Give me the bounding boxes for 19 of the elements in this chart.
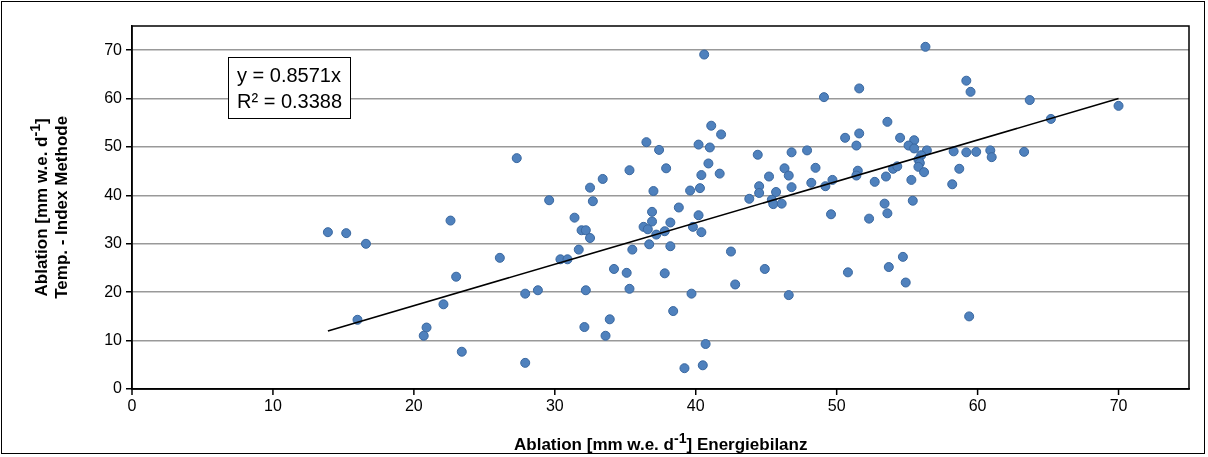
x-tick-label: 70 (1109, 397, 1128, 415)
annotation: y = 0.8571x (237, 64, 341, 86)
x-tick-label: 20 (404, 397, 423, 415)
y-tick-label: 10 (104, 331, 123, 349)
y-tick-label: 20 (104, 282, 123, 300)
x-tick-label: 60 (968, 397, 987, 415)
x-axis-title: Ablation [mm w.e. d$^{-1}$] Energiebilanz (514, 430, 808, 455)
annotation: R² = 0.3388 (237, 90, 343, 112)
x-tick-label: 10 (264, 397, 282, 415)
y-tick-label: 60 (104, 89, 123, 107)
y-tick-label: 70 (104, 40, 123, 58)
x-tick-label: 0 (127, 397, 137, 415)
y-tick-label: 40 (104, 185, 123, 203)
x-tick-label: 50 (827, 397, 846, 415)
x-tick-label: 30 (545, 397, 564, 415)
x-tick-label: 40 (686, 397, 705, 415)
y-tick-label: 0 (113, 379, 123, 397)
y-tick-label: 50 (104, 137, 123, 155)
y-tick-label: 30 (104, 234, 123, 252)
